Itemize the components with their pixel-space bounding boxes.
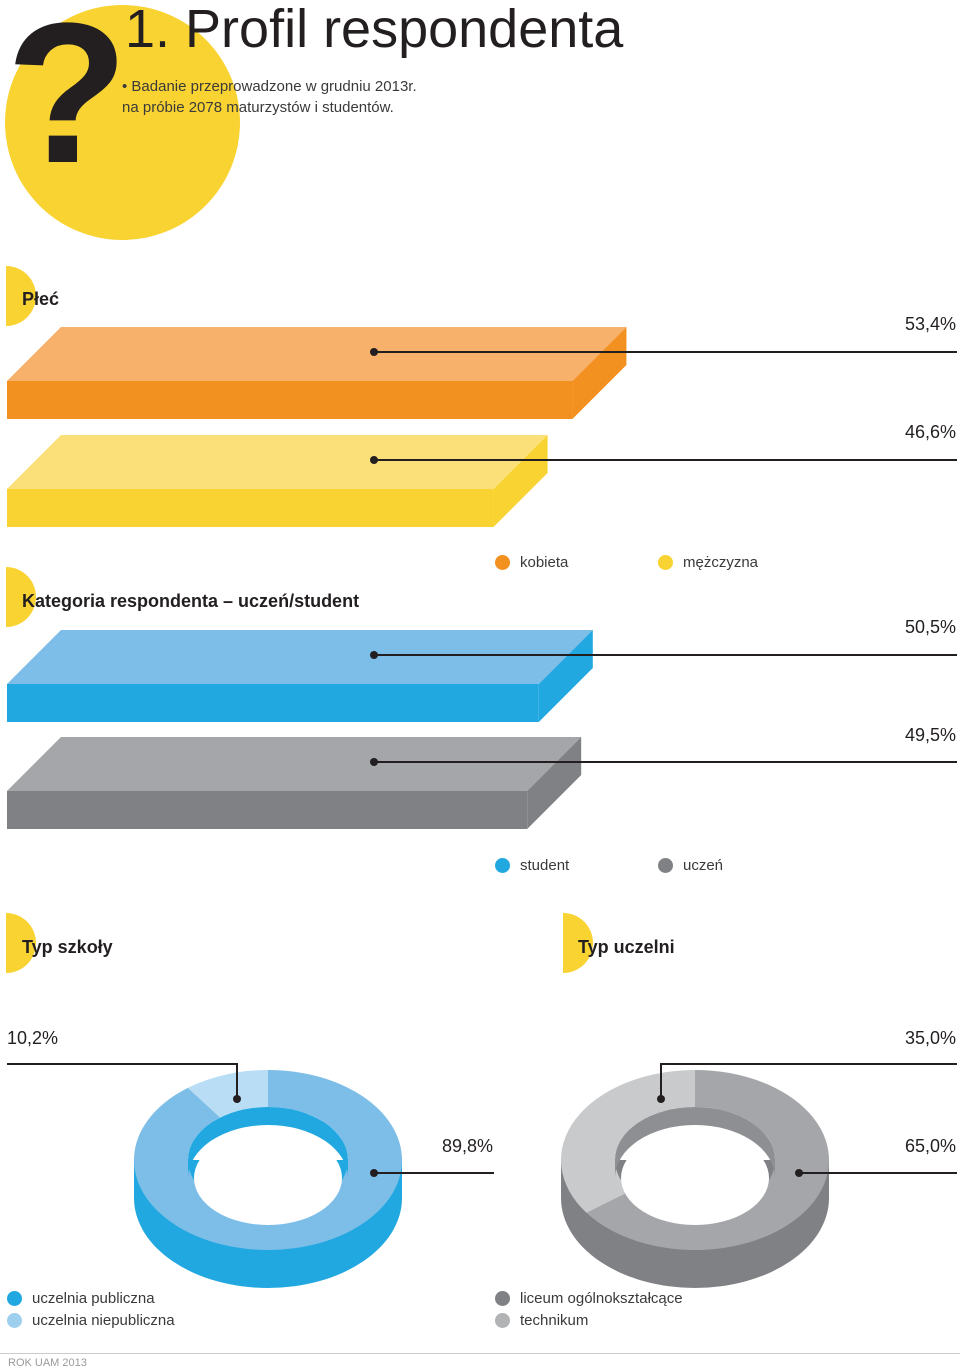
legend-label-liceum: liceum ogólnokształcące (520, 1290, 683, 1307)
footer-divider (0, 1353, 960, 1354)
value-label-liceum: 65,0% (904, 1136, 956, 1156)
value-label-uczen: 49,5% (904, 725, 956, 745)
legend-label-kobieta: kobieta (520, 554, 569, 571)
legend-label-uczen: uczeń (683, 857, 724, 874)
legend-swatch-niepubliczna (7, 1313, 22, 1328)
section-title-typ-szkoly: Typ szkoły (22, 937, 113, 957)
value-label-kobieta: 53,4% (904, 314, 956, 334)
section-tab-typ-uczelni (563, 913, 593, 973)
legend-swatch-kobieta (495, 555, 510, 570)
section-tab-plec (6, 266, 36, 326)
bar-mezczyzna-front-face (7, 489, 494, 527)
legend-swatch-publiczna (7, 1291, 22, 1306)
legend-label-technikum: technikum (520, 1312, 589, 1329)
donut-typ-szkoly-inner-side (188, 1107, 348, 1178)
section-title-typ-uczelni: Typ uczelni (578, 937, 675, 957)
leader-niepubliczna-dot (233, 1095, 241, 1103)
page-title: 1. Profil respondenta (125, 0, 624, 59)
yellow-circle-decoration (5, 5, 240, 240)
bar-uczen-side-face (527, 737, 582, 829)
bar-kobieta-top-face (7, 327, 627, 381)
legend-swatch-liceum (495, 1291, 510, 1306)
legend-label-publiczna: uczelnia publiczna (32, 1290, 155, 1307)
legend-swatch-uczen (658, 858, 673, 873)
intro-line-2: na próbie 2078 maturzystów i studentów. (122, 99, 394, 116)
section-tab-kategoria (6, 567, 36, 627)
bar-uczen-leader-dot (370, 758, 378, 766)
bar-kobieta-front-face (7, 381, 573, 419)
leader-publiczna-dot (370, 1169, 378, 1177)
value-label-publiczna: 89,8% (442, 1136, 494, 1156)
bar-kobieta-side-face (572, 327, 627, 419)
bar-student-leader-dot (370, 651, 378, 659)
intro-line-1: • Badanie przeprowadzone w grudniu 2013r… (122, 78, 417, 95)
bar-student-top-face (7, 630, 593, 684)
value-label-student: 50,5% (904, 617, 956, 637)
section-title-plec: Płeć (22, 289, 60, 309)
legend-label-mezczyzna: mężczyzna (683, 554, 759, 571)
legend-label-niepubliczna: uczelnia niepubliczna (32, 1312, 175, 1329)
section-tab-typ-szkoly (6, 913, 36, 973)
leader-technikum-line (660, 1063, 957, 1099)
leader-technikum-dot (657, 1095, 665, 1103)
bar-kobieta-leader-dot (370, 348, 378, 356)
bar-mezczyzna-side-face (493, 435, 548, 527)
leader-niepubliczna-line (7, 1063, 238, 1099)
donut-typ-szkoly-slice-1 (187, 1070, 268, 1118)
value-label-mezczyzna: 46,6% (904, 422, 956, 442)
leader-liceum-dot (795, 1169, 803, 1177)
question-mark-icon: ? (6, 0, 129, 205)
bar-mezczyzna-top-face (7, 435, 548, 489)
bar-uczen-front-face (7, 791, 528, 829)
legend-label-student: student (520, 857, 570, 874)
footer-text: ROK UAM 2013 (8, 1357, 87, 1369)
bar-student-front-face (7, 684, 539, 722)
value-label-technikum: 35,0% (904, 1028, 956, 1048)
legend-swatch-student (495, 858, 510, 873)
section-title-kategoria: Kategoria respondenta – uczeń/student (22, 591, 360, 611)
donut-typ-uczelni-hole (621, 1131, 769, 1225)
legend-swatch-technikum (495, 1313, 510, 1328)
donut-typ-szkoly-slice-0 (133, 1070, 402, 1250)
legend-swatch-mezczyzna (658, 555, 673, 570)
bar-uczen-top-face (7, 737, 582, 791)
bar-mezczyzna-leader-dot (370, 456, 378, 464)
donut-typ-uczelni-slice-1 (561, 1070, 695, 1213)
donut-typ-szkoly-hole (194, 1131, 342, 1225)
donut-typ-uczelni-inner-side (615, 1107, 775, 1178)
bar-student-side-face (538, 630, 593, 722)
value-label-niepubliczna: 10,2% (7, 1028, 59, 1048)
